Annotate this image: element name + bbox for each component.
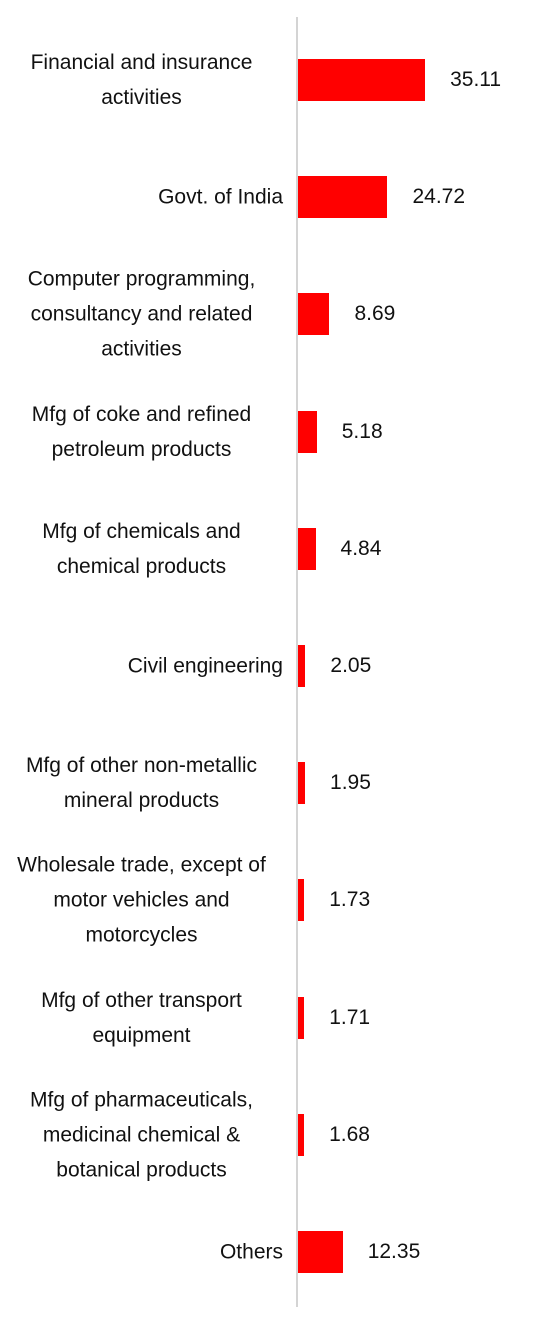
category-text: Civil engineering [127, 654, 283, 678]
category-label: Computer programming, consultancy and re… [0, 262, 283, 367]
category-label: Mfg of chemicals and chemical products [0, 514, 283, 584]
category-label: Govt. of India [0, 180, 283, 215]
value-label: 1.71 [329, 1005, 371, 1029]
category-text: Computer programming, consultancy and re… [27, 267, 256, 361]
value-label: 35.11 [450, 68, 502, 91]
category-text: Govt. of India [158, 185, 283, 209]
bar [298, 527, 316, 570]
value-label: 1.73 [329, 888, 371, 912]
bar [298, 410, 317, 453]
category-label: Financial and insurance activities [0, 45, 283, 115]
category-text: Financial and insurance activities [30, 51, 253, 109]
value-label: 1.95 [330, 771, 371, 795]
category-label: Others [0, 1235, 283, 1270]
category-text: Mfg of other non-metallic mineral produc… [25, 754, 258, 813]
value-label: 4.84 [340, 536, 382, 560]
axis-line [296, 17, 298, 1307]
category-label: Mfg of other non-metallic mineral produc… [0, 748, 283, 818]
category-text: Wholesale trade, except of motor vehicle… [17, 853, 266, 947]
bar [298, 293, 330, 336]
category-text: Mfg of coke and refined petroleum produc… [31, 402, 252, 461]
category-text: Mfg of chemicals and chemical products [42, 519, 241, 578]
category-label: Mfg of pharmaceuticals, medicinal chemic… [0, 1082, 283, 1187]
value-label: 8.69 [354, 302, 396, 326]
bar [298, 879, 305, 922]
bar [298, 762, 306, 805]
category-text: Others [219, 1240, 283, 1264]
bar [298, 176, 388, 219]
bar [298, 59, 426, 101]
bar [298, 645, 306, 687]
value-label: 24.72 [412, 185, 466, 209]
value-label: 5.18 [341, 419, 383, 443]
category-label: Mfg of coke and refined petroleum produc… [0, 397, 283, 467]
category-label: Wholesale trade, except of motor vehicle… [0, 848, 283, 953]
bar [298, 996, 305, 1039]
bar [298, 1231, 343, 1273]
value-label: 12.35 [367, 1240, 421, 1263]
value-label: 2.05 [330, 654, 372, 677]
category-label: Mfg of other transport equipment [0, 983, 283, 1053]
value-label: 1.68 [329, 1122, 370, 1146]
bar [298, 1113, 305, 1156]
category-label: Civil engineering [0, 649, 283, 684]
category-text: Mfg of other transport equipment [41, 988, 242, 1047]
category-text: Mfg of pharmaceuticals, medicinal chemic… [30, 1088, 253, 1182]
